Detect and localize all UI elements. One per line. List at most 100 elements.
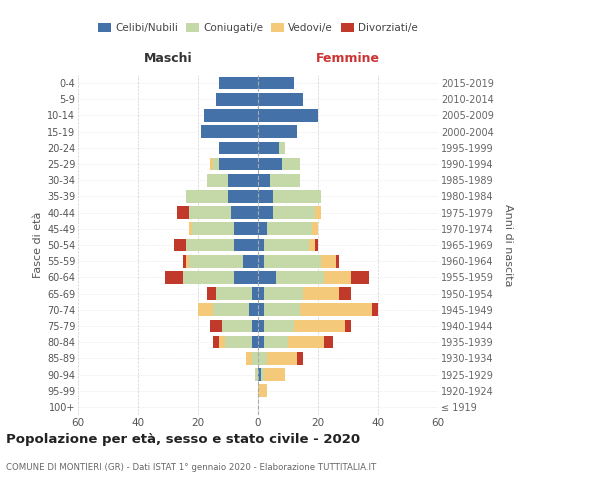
Bar — [174, 238, 186, 252]
Bar — [258, 109, 318, 122]
Bar — [234, 238, 258, 252]
Bar — [264, 288, 303, 300]
Bar — [258, 126, 297, 138]
Bar — [186, 190, 228, 202]
Bar — [258, 368, 261, 381]
Bar — [249, 304, 258, 316]
Bar — [264, 368, 285, 381]
Bar — [372, 304, 378, 316]
Bar — [258, 174, 270, 186]
Bar — [294, 320, 345, 332]
Bar — [243, 255, 258, 268]
Bar — [234, 222, 258, 235]
Bar — [252, 288, 258, 300]
Bar — [258, 158, 282, 170]
Bar — [207, 174, 228, 186]
Bar — [192, 222, 234, 235]
Text: Popolazione per età, sesso e stato civile - 2020: Popolazione per età, sesso e stato civil… — [6, 432, 360, 446]
Bar — [186, 255, 189, 268]
Bar — [210, 158, 213, 170]
Bar — [258, 142, 279, 154]
Bar — [351, 271, 369, 283]
Bar — [324, 271, 351, 283]
Text: Femmine: Femmine — [316, 52, 380, 65]
Bar — [201, 126, 258, 138]
Bar — [261, 368, 264, 381]
Bar — [234, 271, 258, 283]
Bar — [282, 158, 300, 170]
Bar — [258, 190, 273, 202]
Bar — [270, 174, 300, 186]
Bar — [198, 304, 213, 316]
Bar — [246, 352, 252, 364]
Bar — [258, 320, 264, 332]
Bar — [345, 320, 351, 332]
Bar — [216, 93, 258, 106]
Bar — [267, 222, 312, 235]
Bar — [255, 368, 258, 381]
Bar — [315, 238, 318, 252]
Bar — [189, 255, 243, 268]
Bar — [264, 238, 309, 252]
Bar — [312, 222, 318, 235]
Bar — [189, 222, 192, 235]
Bar — [252, 320, 258, 332]
Bar — [189, 206, 231, 219]
Bar — [207, 288, 216, 300]
Bar — [279, 142, 285, 154]
Bar — [231, 206, 258, 219]
Bar — [336, 255, 339, 268]
Bar — [252, 352, 258, 364]
Text: Maschi: Maschi — [143, 52, 193, 65]
Bar — [288, 336, 324, 348]
Y-axis label: Anni di nascita: Anni di nascita — [503, 204, 513, 286]
Bar — [216, 288, 252, 300]
Bar — [258, 255, 264, 268]
Bar — [309, 238, 315, 252]
Bar — [258, 336, 264, 348]
Bar — [273, 190, 321, 202]
Bar — [324, 336, 333, 348]
Legend: Celibi/Nubili, Coniugati/e, Vedovi/e, Divorziati/e: Celibi/Nubili, Coniugati/e, Vedovi/e, Di… — [94, 19, 422, 38]
Bar — [213, 336, 219, 348]
Bar — [264, 336, 288, 348]
Bar — [183, 255, 186, 268]
Bar — [339, 288, 351, 300]
Bar — [183, 271, 234, 283]
Bar — [213, 304, 249, 316]
Bar — [258, 238, 264, 252]
Bar — [303, 288, 339, 300]
Bar — [252, 336, 258, 348]
Bar — [165, 271, 183, 283]
Bar — [219, 158, 258, 170]
Bar — [177, 206, 189, 219]
Bar — [225, 336, 252, 348]
Bar — [222, 320, 252, 332]
Bar — [273, 206, 315, 219]
Bar — [297, 352, 303, 364]
Bar — [315, 206, 321, 219]
Bar — [321, 255, 336, 268]
Bar — [219, 336, 225, 348]
Bar — [258, 206, 273, 219]
Bar — [264, 255, 321, 268]
Bar — [258, 288, 264, 300]
Bar — [264, 304, 300, 316]
Bar — [300, 304, 372, 316]
Bar — [228, 174, 258, 186]
Bar — [258, 384, 267, 397]
Bar — [264, 320, 294, 332]
Bar — [258, 222, 267, 235]
Text: COMUNE DI MONTIERI (GR) - Dati ISTAT 1° gennaio 2020 - Elaborazione TUTTITALIA.I: COMUNE DI MONTIERI (GR) - Dati ISTAT 1° … — [6, 462, 376, 471]
Bar — [258, 93, 303, 106]
Bar — [258, 271, 276, 283]
Bar — [204, 109, 258, 122]
Bar — [258, 304, 264, 316]
Bar — [276, 271, 324, 283]
Bar — [186, 238, 234, 252]
Bar — [228, 190, 258, 202]
Bar — [219, 142, 258, 154]
Y-axis label: Fasce di età: Fasce di età — [32, 212, 43, 278]
Bar — [213, 158, 219, 170]
Bar — [219, 77, 258, 90]
